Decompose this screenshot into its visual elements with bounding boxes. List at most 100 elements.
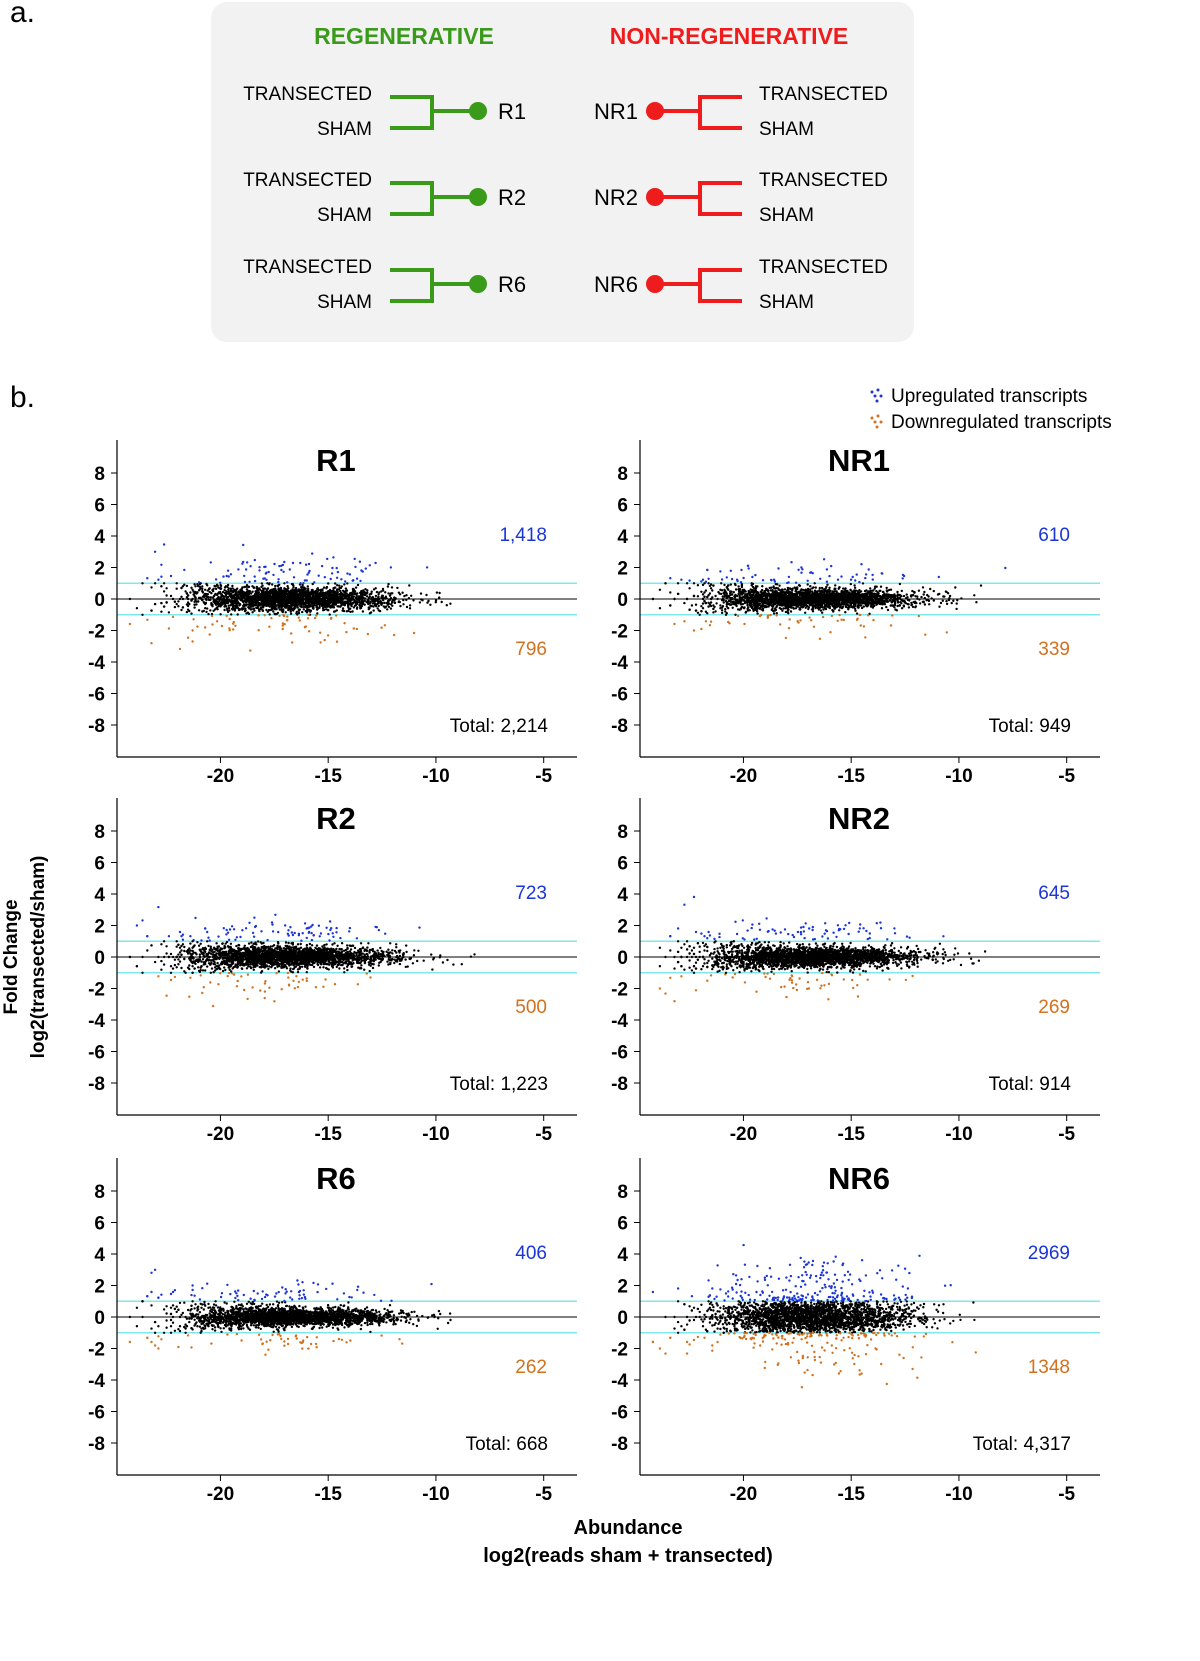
data-point <box>734 588 738 591</box>
data-point <box>291 582 294 586</box>
data-point <box>251 605 254 608</box>
data-point <box>279 602 282 605</box>
data-point <box>858 580 861 584</box>
data-point <box>772 585 775 588</box>
data-point <box>895 609 898 612</box>
data-point <box>186 636 190 639</box>
data-point <box>799 619 802 622</box>
data-point <box>253 601 256 604</box>
data-point <box>326 634 330 637</box>
data-point <box>277 605 280 608</box>
data-point <box>794 581 798 584</box>
data-point <box>348 573 352 576</box>
data-point <box>232 595 236 598</box>
data-point <box>772 612 776 615</box>
data-point <box>880 600 884 604</box>
data-point <box>230 607 234 611</box>
data-point <box>242 607 245 610</box>
data-point <box>794 587 797 590</box>
data-point <box>341 589 345 592</box>
data-point <box>338 584 341 587</box>
data-point <box>283 590 287 594</box>
data-point <box>760 613 763 617</box>
data-point <box>283 600 286 603</box>
data-point <box>311 594 314 597</box>
data-point <box>704 620 708 623</box>
data-point <box>849 588 852 591</box>
data-point <box>141 582 144 585</box>
data-point <box>397 600 401 603</box>
data-point <box>707 577 710 580</box>
data-point <box>371 602 374 605</box>
data-point <box>334 586 337 589</box>
data-point <box>318 603 322 606</box>
data-point <box>251 611 254 614</box>
data-point <box>309 604 312 607</box>
data-point <box>373 600 376 603</box>
data-point <box>349 591 352 595</box>
data-point <box>324 593 327 597</box>
data-point <box>374 587 377 590</box>
data-point <box>696 584 700 587</box>
data-point <box>290 632 293 635</box>
sample-name: NR1 <box>594 99 638 124</box>
data-point <box>165 587 168 590</box>
data-point <box>707 605 710 608</box>
data-point <box>769 593 772 596</box>
data-point <box>435 591 439 594</box>
data-point <box>725 605 728 608</box>
data-point <box>917 589 921 592</box>
data-point <box>801 568 804 571</box>
data-point <box>224 605 228 608</box>
data-point <box>778 606 781 610</box>
data-point <box>692 582 696 585</box>
data-point <box>237 608 241 612</box>
data-point <box>301 583 304 587</box>
data-point <box>260 582 263 585</box>
data-point <box>294 596 297 599</box>
data-point <box>408 604 412 607</box>
data-point <box>245 584 249 587</box>
data-point <box>359 607 362 610</box>
data-point <box>809 585 812 588</box>
data-point <box>374 594 378 598</box>
data-point <box>243 574 246 578</box>
data-point <box>304 625 307 628</box>
data-point <box>950 601 953 605</box>
panel-a-label: a. <box>10 0 35 29</box>
data-point <box>181 606 185 609</box>
data-point <box>278 594 281 598</box>
data-point <box>146 618 149 621</box>
data-point <box>853 586 857 589</box>
data-point <box>874 594 877 597</box>
transected-label: TRANSECTED <box>243 84 372 105</box>
data-point <box>900 599 903 602</box>
data-point <box>712 611 715 614</box>
data-point <box>879 585 883 588</box>
data-point <box>871 573 874 577</box>
data-point <box>336 584 339 587</box>
data-point <box>223 608 226 612</box>
data-point <box>288 568 291 571</box>
data-point <box>386 585 390 588</box>
data-point <box>243 580 247 584</box>
data-point <box>706 612 709 615</box>
data-point <box>238 592 242 595</box>
data-point <box>311 552 314 555</box>
data-point <box>793 603 796 607</box>
data-point <box>332 556 335 559</box>
data-point <box>918 602 922 605</box>
data-point <box>237 568 240 571</box>
data-point <box>178 647 182 651</box>
data-point <box>872 618 875 622</box>
data-point <box>213 608 217 611</box>
data-point <box>859 624 862 627</box>
data-point <box>256 588 259 591</box>
data-point <box>856 617 859 620</box>
data-point <box>876 594 880 597</box>
data-point <box>766 616 769 619</box>
